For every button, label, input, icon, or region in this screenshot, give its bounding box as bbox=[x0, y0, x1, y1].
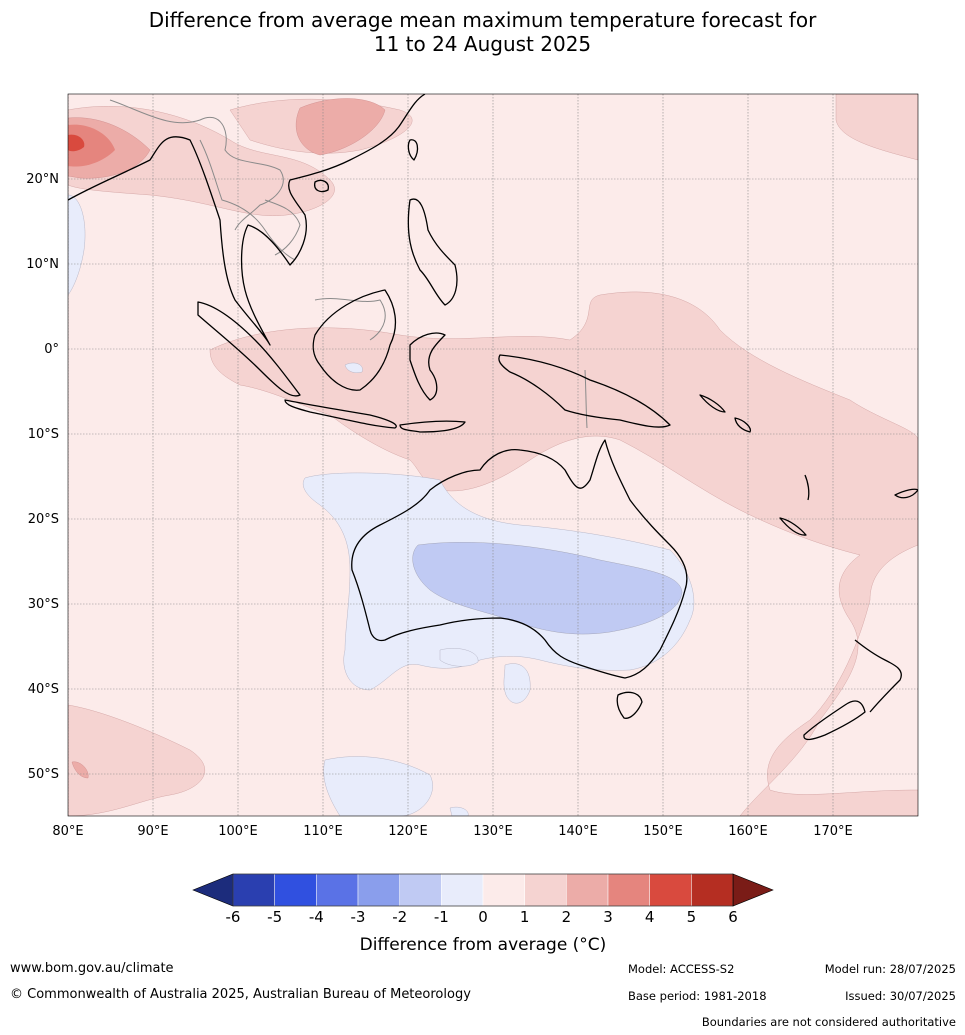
lon-label: 120°E bbox=[388, 824, 428, 839]
colorbar-title: Difference from average (°C) bbox=[360, 935, 607, 955]
colorbar-tick-label: 0 bbox=[478, 908, 488, 926]
footer-disclaimer: Boundaries are not considered authoritat… bbox=[701, 1015, 956, 1029]
colorbar-segment bbox=[316, 873, 359, 907]
lon-label: 140°E bbox=[558, 824, 598, 839]
colorbar-segment bbox=[274, 873, 317, 907]
lon-label: 160°E bbox=[728, 824, 768, 839]
anomaly-3-4-region bbox=[68, 124, 115, 167]
latitude-labels: 20°N 10°N 0° 10°S 20°S 30°S 40°S 50°S bbox=[26, 172, 59, 782]
lat-label: 30°S bbox=[28, 597, 59, 612]
footer-model-run: Model run: 28/07/2025 bbox=[824, 962, 956, 976]
colorbar-tick-label: 3 bbox=[603, 908, 613, 926]
colorbar-tick-label: 6 bbox=[728, 908, 738, 926]
colorbar-tick-label: -5 bbox=[267, 908, 282, 926]
lon-label: 90°E bbox=[137, 824, 168, 839]
colorbar-segment bbox=[441, 873, 484, 907]
anomaly-neg2-neg1-region bbox=[412, 542, 683, 635]
lat-label: 50°S bbox=[28, 767, 59, 782]
footer-issued: Issued: 30/07/2025 bbox=[845, 989, 956, 1003]
map-title: Difference from average mean maximum tem… bbox=[0, 8, 965, 56]
colorbar-tick-label: 1 bbox=[520, 908, 530, 926]
colorbar-tick-label: 2 bbox=[562, 908, 572, 926]
colorbar-tick-label: -3 bbox=[351, 908, 366, 926]
lat-label: 0° bbox=[44, 342, 59, 357]
lon-label: 130°E bbox=[473, 824, 513, 839]
colorbar-segment bbox=[232, 873, 275, 907]
lat-label: 10°S bbox=[28, 427, 59, 442]
colorbar-tick-label: 5 bbox=[687, 908, 697, 926]
longitude-labels: 80°E 90°E 100°E 110°E 120°E 130°E 140°E … bbox=[52, 824, 852, 839]
lon-label: 170°E bbox=[813, 824, 853, 839]
footer-base-period: Base period: 1981-2018 bbox=[628, 989, 767, 1003]
anomaly-4-5-region bbox=[68, 134, 85, 152]
colorbar-segment bbox=[566, 873, 609, 907]
colorbar-segment bbox=[649, 873, 692, 907]
coastlines bbox=[68, 94, 918, 741]
colorbar-segment bbox=[524, 873, 567, 907]
map-border bbox=[67, 93, 919, 817]
colorbar-tick-label: -6 bbox=[226, 908, 241, 926]
colorbar: -6 -5 -4 -3 -2 -1 0 1 2 3 4 5 6 Difference from aver… bbox=[192, 873, 774, 955]
map-area bbox=[68, 94, 918, 816]
colorbar-extend-low bbox=[192, 873, 234, 907]
lat-label: 20°N bbox=[26, 172, 59, 187]
colorbar-ticks: -6 -5 -4 -3 -2 -1 0 1 2 3 4 5 6 bbox=[226, 908, 738, 926]
colorbar-segment bbox=[607, 873, 650, 907]
lon-label: 80°E bbox=[52, 824, 83, 839]
graticule bbox=[68, 94, 918, 816]
colorbar-tick-label: -4 bbox=[309, 908, 324, 926]
colorbar-tick-label: -1 bbox=[434, 908, 449, 926]
lat-label: 20°S bbox=[28, 512, 59, 527]
colorbar-segment bbox=[691, 873, 734, 907]
colorbar-segment bbox=[399, 873, 442, 907]
colorbar-extend-high bbox=[732, 873, 774, 907]
lat-label: 10°N bbox=[26, 257, 59, 272]
lon-label: 150°E bbox=[643, 824, 683, 839]
footer-website: www.bom.gov.au/climate bbox=[10, 961, 174, 976]
anomaly-1-2-regions bbox=[68, 94, 918, 816]
colorbar-segment bbox=[482, 873, 525, 907]
colorbar-segments bbox=[192, 873, 774, 907]
lon-label: 110°E bbox=[303, 824, 343, 839]
colorbar-tick-label: -2 bbox=[392, 908, 407, 926]
title-line-1: Difference from average mean maximum tem… bbox=[148, 8, 817, 32]
title-line-2: 11 to 24 August 2025 bbox=[373, 32, 592, 56]
lat-label: 40°S bbox=[28, 682, 59, 697]
lon-label: 100°E bbox=[218, 824, 258, 839]
country-borders bbox=[109, 99, 588, 429]
footer-model: Model: ACCESS-S2 bbox=[628, 962, 735, 976]
footer-copyright: © Commonwealth of Australia 2025, Austra… bbox=[10, 987, 471, 1002]
colorbar-outline bbox=[232, 873, 734, 907]
colorbar-segment bbox=[357, 873, 400, 907]
colorbar-tick-label: 4 bbox=[645, 908, 655, 926]
